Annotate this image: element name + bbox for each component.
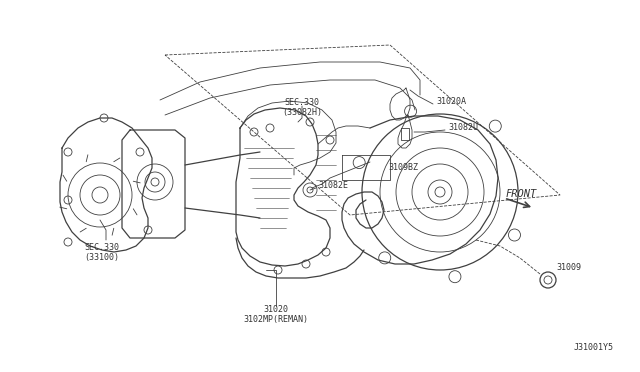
Text: SEC.330
(33082H): SEC.330 (33082H): [282, 98, 322, 118]
Text: 31082E: 31082E: [318, 182, 348, 190]
Text: SEC.330
(33100): SEC.330 (33100): [84, 243, 120, 262]
Text: 3109BZ: 3109BZ: [388, 164, 418, 173]
Text: 31020A: 31020A: [436, 97, 466, 106]
Text: 31082U: 31082U: [448, 124, 478, 132]
Text: FRONT: FRONT: [506, 189, 537, 199]
Text: 31009: 31009: [556, 263, 581, 273]
Text: J31001Y5: J31001Y5: [574, 343, 614, 353]
Text: 31020
3102MP(REMAN): 31020 3102MP(REMAN): [243, 305, 308, 324]
